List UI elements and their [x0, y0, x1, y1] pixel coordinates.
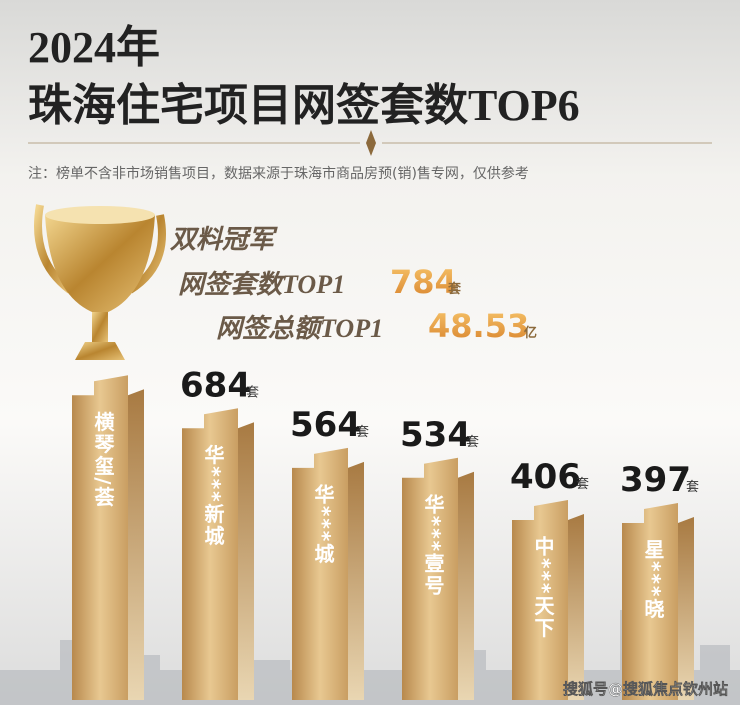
- category-label: 星***晓: [641, 539, 665, 621]
- unit: 套: [576, 476, 589, 492]
- building: [72, 375, 144, 700]
- value-label: 564: [290, 405, 361, 445]
- watermark: 搜狐号@搜狐焦点钦州站: [563, 680, 728, 698]
- building: [402, 457, 474, 700]
- value-label: 534: [400, 415, 471, 455]
- category-label: 华***城: [311, 482, 335, 565]
- champion-count: 784: [390, 263, 457, 301]
- building-side: [348, 461, 364, 700]
- value-label: 397: [620, 460, 691, 500]
- amount-unit: 亿: [524, 325, 537, 340]
- building-front: [512, 500, 568, 700]
- unit: 套: [246, 384, 259, 400]
- champion-title: 双料冠军: [170, 225, 278, 254]
- unit: 套: [466, 434, 479, 450]
- champion-amount-label: 网签总额TOP1: [216, 314, 383, 343]
- building-side: [458, 471, 474, 700]
- building-front: [182, 408, 238, 700]
- building-front: [402, 457, 458, 700]
- title: 2024年: [28, 23, 160, 72]
- building: [182, 408, 254, 700]
- divider-diamond: [366, 130, 376, 156]
- buildings: 横琴玺/荟 华***新城684套华***城564套华***壹号534套中***天下…: [72, 365, 699, 700]
- building: [292, 447, 364, 700]
- trophy: [34, 204, 166, 360]
- value-label: 406: [510, 457, 581, 497]
- subtitle: 珠海住宅项目网签套数TOP6: [28, 81, 580, 130]
- building-side: [128, 389, 144, 700]
- unit: 套: [356, 424, 369, 440]
- champion-amount: 48.53: [428, 307, 529, 345]
- building: [512, 500, 584, 700]
- building: [622, 502, 694, 700]
- category-label: 华***壹号: [421, 492, 445, 597]
- building-front: [72, 375, 128, 700]
- note: 注：榜单不含非市场销售项目，数据来源于珠海市商品房预(销)售专网，仅供参考: [28, 165, 529, 182]
- building-side: [238, 422, 254, 700]
- unit: 套: [686, 479, 699, 495]
- champion-count-label: 网签套数TOP1: [178, 270, 345, 299]
- category-label: 横琴玺/荟: [91, 410, 115, 509]
- category-label: 华***新城: [201, 443, 225, 548]
- building-side: [678, 516, 694, 700]
- building-front: [622, 502, 678, 700]
- building-front: [292, 447, 348, 700]
- category-label: 中***天下: [531, 535, 555, 640]
- unit: 套: [447, 281, 462, 296]
- value-label: 684: [180, 365, 251, 405]
- building-side: [568, 514, 584, 700]
